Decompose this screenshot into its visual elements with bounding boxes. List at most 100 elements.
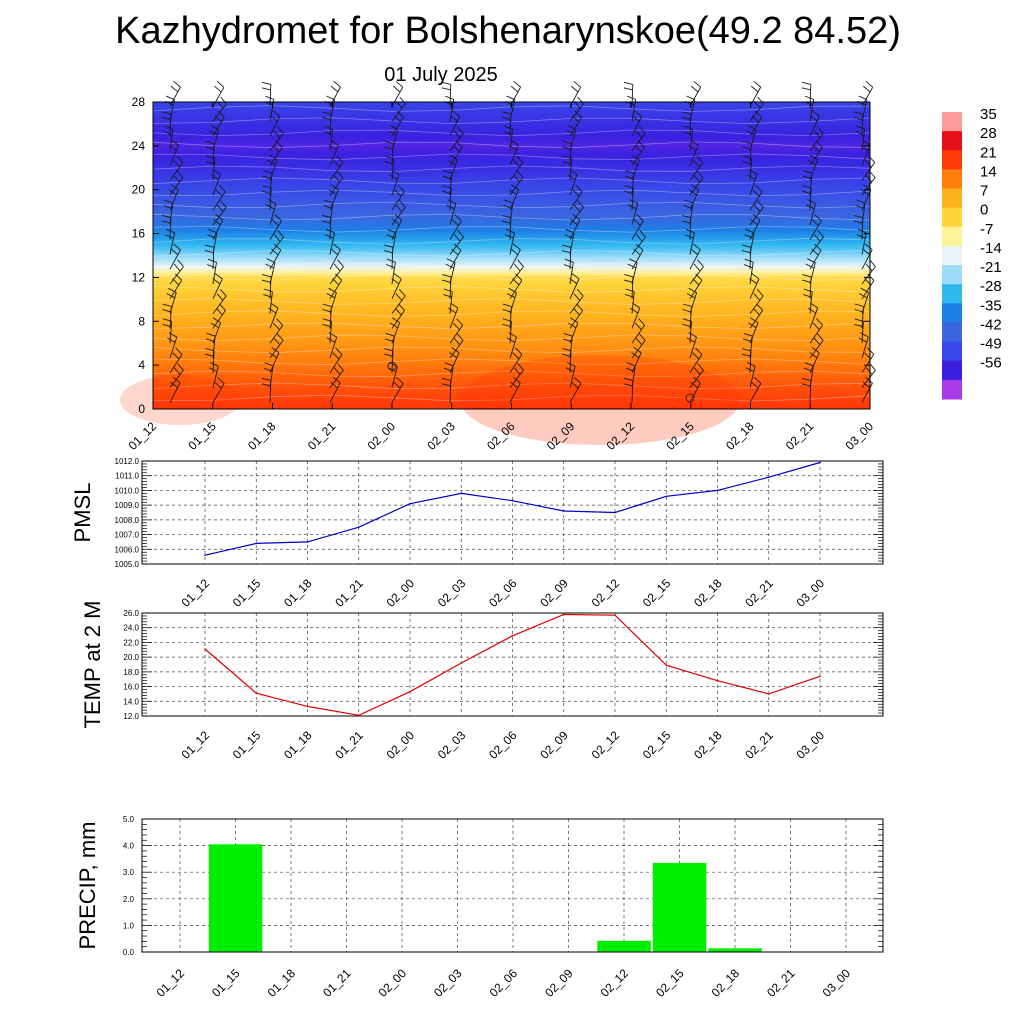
- panel: 1005.0 1006.0 1007.0 1008.0 1009.0 1010.0 1011…: [70, 457, 884, 610]
- wind-barb-flag: [442, 274, 452, 278]
- wind-barb-shaft: [631, 133, 646, 152]
- wind-barb-shaft: [749, 207, 764, 226]
- wind-barb-shaft: [212, 322, 222, 344]
- wind-barb-shaft: [391, 116, 404, 137]
- wind-barb-flag: [271, 248, 279, 256]
- wind-barb-flag: [271, 219, 279, 226]
- wind-barb-flag: [751, 381, 759, 389]
- wind-barb-flag: [214, 381, 222, 389]
- wind-barb-flag: [210, 174, 219, 180]
- wind-barb-flag: [393, 273, 402, 280]
- wind-barb-flag: [163, 131, 173, 135]
- wind-barb-shaft: [391, 86, 404, 107]
- wind-barb-flag: [386, 234, 396, 239]
- wind-barb-flag: [170, 85, 179, 93]
- wind-barb-flag: [277, 229, 284, 238]
- wind-barb-flag: [165, 234, 174, 239]
- wind-barb-flag: [453, 322, 460, 331]
- data-point: [358, 526, 360, 528]
- wind-barb-shaft: [809, 132, 824, 152]
- wind-barb-shaft: [631, 352, 642, 374]
- wind-barb-shaft: [631, 365, 636, 388]
- wind-barb-shaft: [169, 145, 180, 166]
- data-point: [665, 495, 668, 498]
- wind-barb-flag: [631, 352, 640, 359]
- wind-barb-flag: [688, 332, 697, 338]
- x-tick-label: 02_12: [598, 966, 632, 1000]
- wind-barb-flag: [688, 287, 697, 293]
- wind-barb-shaft: [329, 292, 337, 314]
- wind-barb-shaft: [631, 203, 639, 225]
- wind-barb-shaft: [861, 382, 873, 403]
- wind-barb-shaft: [861, 266, 876, 285]
- wind-barb-flag: [814, 214, 822, 222]
- wind-barb-flag: [267, 199, 277, 205]
- y-tick-label: 1010.0: [115, 486, 140, 495]
- data-point: [511, 499, 514, 502]
- wind-barb-shaft: [269, 84, 272, 107]
- wind-barb-flag: [273, 130, 281, 138]
- wind-barb-flag: [212, 317, 221, 323]
- wind-barb-flag: [261, 383, 271, 387]
- wind-barb-shaft: [631, 307, 641, 329]
- wind-barb-flag: [394, 307, 402, 316]
- contour-line: [152, 165, 871, 173]
- x-tick-label: 02_00: [384, 576, 418, 610]
- wind-barb-flag: [811, 248, 819, 256]
- wind-barb-flag: [205, 338, 215, 343]
- wind-barb-shaft: [449, 352, 460, 374]
- wind-barb-flag: [697, 363, 704, 371]
- wind-barb-flag: [452, 145, 460, 153]
- wind-barb-shaft: [169, 177, 184, 196]
- wind-barb-flag: [854, 323, 864, 328]
- wind-barb-flag: [451, 248, 459, 256]
- wind-barb-shaft: [749, 310, 764, 329]
- colorbar-box: [942, 379, 962, 400]
- wind-barb-flag: [212, 218, 221, 226]
- y-tick-label: 24: [132, 139, 146, 153]
- wind-barb-flag: [398, 289, 406, 297]
- wind-barb-flag: [456, 318, 464, 326]
- wind-barb-flag: [220, 96, 227, 105]
- wind-barb-flag: [167, 337, 176, 343]
- x-tick-label: 01_12: [154, 966, 188, 1000]
- wind-barb-shaft: [749, 383, 762, 403]
- wind-barb-flag: [755, 184, 763, 193]
- wind-barb-shaft: [391, 278, 402, 299]
- wind-barb-flag: [216, 204, 224, 212]
- wind-barb-flag: [517, 259, 524, 267]
- wind-barb-flag: [384, 140, 394, 145]
- wind-barb-flag: [805, 263, 815, 269]
- wind-barb-flag: [757, 96, 764, 105]
- wind-barb-shaft: [269, 325, 284, 344]
- colorbar-box: [942, 188, 962, 209]
- wind-barb-shaft: [689, 321, 692, 344]
- wind-barb-shaft: [212, 191, 226, 211]
- y-tick-label: 16.0: [123, 683, 139, 692]
- y-tick-label: 0.0: [123, 948, 135, 957]
- panel-frame: [141, 818, 884, 953]
- wind-barb-flag: [510, 139, 519, 146]
- wind-barb-shaft: [391, 158, 395, 181]
- wind-barb-flag: [745, 228, 755, 234]
- data-point: [204, 648, 206, 650]
- wind-barb-shaft: [212, 207, 227, 226]
- wind-barb-shaft: [391, 366, 398, 388]
- wind-barb-shaft: [861, 292, 870, 314]
- wind-barb-flag: [756, 303, 764, 311]
- warm-region: [460, 355, 740, 445]
- wind-barb-shaft: [269, 249, 282, 270]
- x-tick-label: 02_06: [486, 576, 520, 610]
- wind-barb-shaft: [569, 103, 584, 122]
- chart-subtitle: 01 July 2025: [384, 64, 498, 86]
- wind-barb-flag: [855, 125, 865, 130]
- y-tick-label: 3.0: [123, 868, 135, 877]
- wind-barb-flag: [860, 144, 869, 151]
- wind-barb-flag: [639, 126, 646, 134]
- y-tick-label: 12.0: [123, 712, 139, 721]
- wind-barb-shaft: [861, 336, 869, 359]
- wind-barb-shaft: [509, 162, 524, 181]
- colorbar-label: 0: [980, 202, 988, 219]
- wind-barb-flag: [624, 175, 634, 180]
- wind-barb-shaft: [269, 307, 279, 329]
